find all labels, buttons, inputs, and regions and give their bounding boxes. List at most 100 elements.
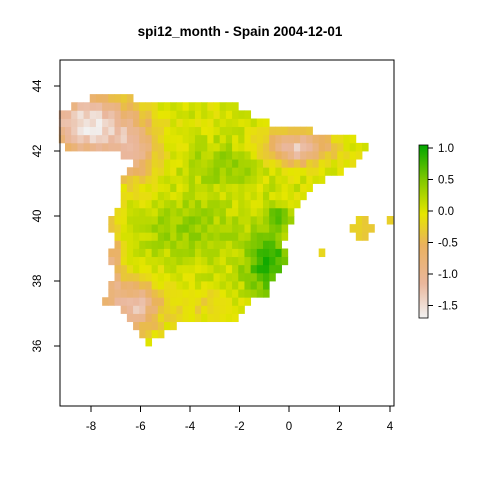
spi-cell bbox=[232, 272, 239, 282]
spi-cell bbox=[139, 142, 146, 152]
spi-cell bbox=[207, 248, 214, 258]
spi-cell bbox=[126, 313, 134, 323]
spi-cell bbox=[176, 207, 183, 217]
spi-cell bbox=[269, 272, 276, 282]
spi-cell bbox=[194, 289, 202, 298]
spi-cell bbox=[244, 256, 252, 266]
spi-cell bbox=[170, 224, 177, 233]
spi-cell bbox=[58, 126, 66, 136]
spi-cell bbox=[65, 118, 72, 128]
spi-cell bbox=[293, 159, 301, 168]
spi-cell bbox=[275, 264, 282, 274]
spi-cell bbox=[126, 289, 134, 298]
spi-cell bbox=[139, 305, 146, 314]
spi-cell bbox=[145, 240, 153, 249]
spi-cell bbox=[219, 191, 227, 201]
spi-cell bbox=[263, 151, 270, 160]
spi-cell bbox=[157, 248, 165, 258]
spi-cell bbox=[194, 118, 202, 128]
spi-cell bbox=[244, 175, 252, 184]
spi-cell bbox=[219, 256, 227, 266]
spi-cell bbox=[194, 183, 202, 193]
spi-cell bbox=[194, 191, 202, 201]
spi-cell bbox=[114, 126, 122, 136]
spi-cell bbox=[133, 216, 140, 225]
spi-cell bbox=[157, 207, 165, 217]
spi-cell bbox=[71, 134, 78, 144]
spi-cell bbox=[157, 191, 165, 201]
spi-cell bbox=[164, 142, 171, 152]
spi-cell bbox=[250, 224, 258, 233]
spi-cell bbox=[126, 232, 134, 241]
spi-cell bbox=[263, 118, 270, 128]
spi-cell bbox=[250, 207, 258, 217]
x-tick-label: -2 bbox=[234, 421, 244, 433]
spi-cell bbox=[164, 102, 171, 111]
spi-cell bbox=[201, 191, 208, 201]
spi-cell bbox=[126, 207, 134, 217]
spi-cell bbox=[219, 110, 227, 119]
spi-cell bbox=[83, 102, 91, 111]
spi-cell bbox=[188, 232, 196, 241]
spi-cell bbox=[139, 264, 146, 274]
spi-cell bbox=[362, 232, 369, 241]
spi-cell bbox=[238, 297, 245, 306]
spi-cell bbox=[95, 102, 103, 111]
spi-cell bbox=[170, 118, 177, 128]
spi-cell bbox=[133, 175, 140, 184]
spi-cell bbox=[188, 183, 196, 193]
spi-cell bbox=[318, 167, 326, 176]
spi-cell bbox=[182, 175, 190, 184]
spi-cell bbox=[219, 126, 227, 136]
spi-cell bbox=[133, 191, 140, 201]
spi-cell bbox=[133, 297, 140, 306]
spi-cell bbox=[133, 118, 140, 128]
spi-cell bbox=[269, 151, 276, 160]
spi-cell bbox=[188, 240, 196, 249]
spi-cell bbox=[182, 272, 190, 282]
spi-cell bbox=[201, 248, 208, 258]
spi-cell bbox=[176, 167, 183, 176]
spi-cell bbox=[287, 134, 295, 144]
spi-cell bbox=[102, 126, 109, 136]
spi-cell bbox=[213, 134, 221, 144]
spi-cell bbox=[176, 118, 183, 128]
spi-cell bbox=[263, 175, 270, 184]
spi-cell bbox=[219, 264, 227, 274]
spi-cell bbox=[126, 305, 134, 314]
spi-cell bbox=[194, 248, 202, 258]
spi-cell bbox=[182, 232, 190, 241]
spi-cell bbox=[287, 216, 295, 225]
spi-cell bbox=[201, 134, 208, 144]
legend-tick-label: 0.0 bbox=[438, 206, 454, 218]
spi-cell bbox=[176, 305, 183, 314]
spi-cell bbox=[176, 264, 183, 274]
spi-cell bbox=[151, 272, 159, 282]
spi-cell bbox=[71, 102, 78, 111]
spi-cell bbox=[201, 272, 208, 282]
spi-cell bbox=[225, 159, 233, 168]
spi-cell bbox=[331, 159, 338, 168]
spi-cell bbox=[219, 305, 227, 314]
spi-cell bbox=[133, 207, 140, 217]
spi-cell bbox=[263, 264, 270, 274]
spi-cell bbox=[114, 216, 122, 225]
spi-cell bbox=[250, 151, 258, 160]
spi-cell bbox=[232, 142, 239, 152]
spi-cell bbox=[194, 240, 202, 249]
spi-cell bbox=[225, 272, 233, 282]
spi-cell bbox=[151, 256, 159, 266]
spi-cell bbox=[102, 94, 109, 103]
spi-cell bbox=[343, 142, 351, 152]
spi-cell bbox=[244, 167, 252, 176]
spi-cell bbox=[157, 102, 165, 111]
spi-cell bbox=[275, 248, 282, 258]
spi-cell bbox=[281, 134, 289, 144]
spi-cell bbox=[244, 126, 252, 136]
spi-cell bbox=[126, 248, 134, 258]
spi-cell bbox=[120, 216, 128, 225]
spi-cell bbox=[275, 191, 282, 201]
spi-cell bbox=[256, 272, 264, 282]
spi-cell bbox=[201, 151, 208, 160]
spi-cell bbox=[95, 126, 103, 136]
